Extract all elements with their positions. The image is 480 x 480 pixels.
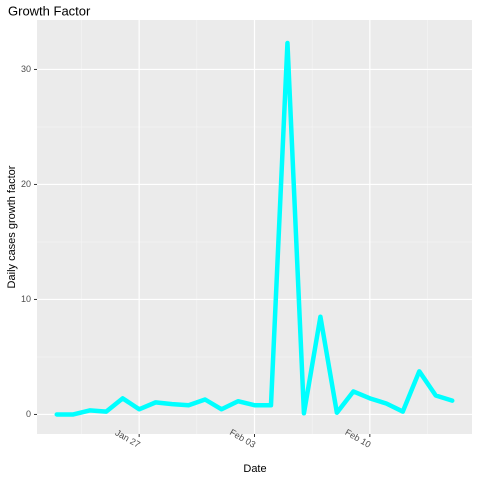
y-tick-label: 20 (21, 179, 31, 189)
y-tick-label: 0 (26, 409, 31, 419)
y-tick-label: 30 (21, 64, 31, 74)
y-axis-title: Daily cases growth factor (6, 165, 18, 288)
y-tick-label: 10 (21, 294, 31, 304)
line (54, 40, 455, 417)
x-axis-title: Date (243, 463, 266, 475)
chart-title: Growth Factor (8, 3, 91, 18)
